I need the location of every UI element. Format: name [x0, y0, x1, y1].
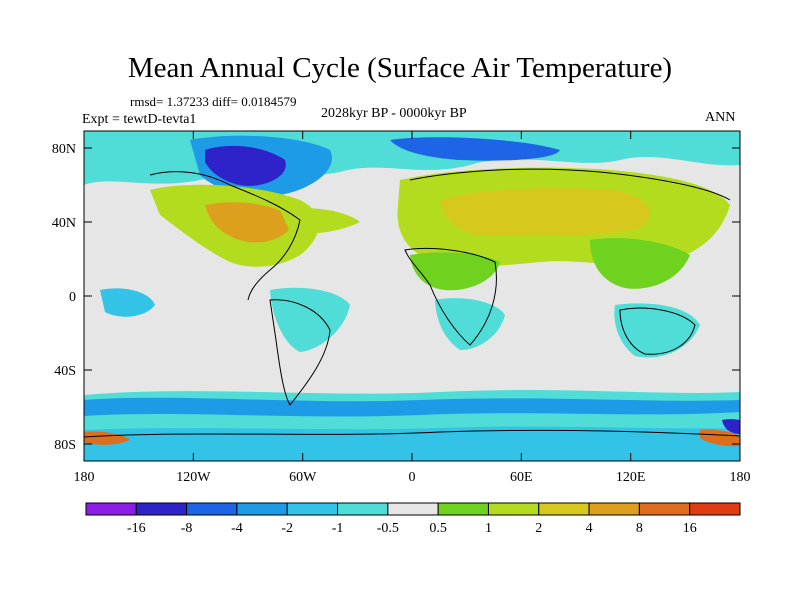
colorbar-swatch [638, 502, 691, 516]
colorbar-label: -1 [332, 521, 344, 536]
lon-tick-label: 0 [409, 470, 416, 485]
antarctica-mixed [84, 426, 740, 461]
eurasia-core [440, 188, 650, 237]
pacific-cool [100, 288, 155, 317]
antarctica-cold-east [722, 419, 740, 434]
coastlines [84, 168, 740, 438]
temperature-field [84, 131, 740, 461]
lon-tick-label: 180 [74, 470, 95, 485]
south-africa-cool [435, 298, 505, 350]
colorbar-swatch [186, 502, 238, 516]
colorbar-swatch [689, 502, 741, 516]
asia-green [590, 238, 690, 289]
colorbar-label: -2 [281, 521, 293, 536]
antarctica-warm-east [700, 429, 740, 447]
colorbar-swatch [236, 502, 288, 516]
lat-tick-label: 40S [54, 364, 76, 379]
africa-green [410, 252, 500, 291]
colorbar-swatch [135, 502, 188, 516]
lon-tick-label: 60W [289, 470, 317, 485]
lon-tick-label: 180 [730, 470, 751, 485]
colorbar-swatch [85, 502, 137, 516]
australia-cool [614, 303, 700, 358]
colorbar-label: -16 [127, 521, 146, 536]
colorbar-swatch [337, 502, 389, 516]
lat-tick-label: 80N [52, 142, 76, 157]
stats-text: rmsd= 1.37233 diff= 0.0184579 [130, 94, 297, 109]
colorbar-label: -4 [231, 521, 243, 536]
colorbar-swatch [387, 502, 439, 516]
colorbar-label: 2 [535, 521, 542, 536]
map-title: Mean Annual Cycle (Surface Air Temperatu… [127, 52, 673, 84]
colorbar: -16 -8 -4 -2 -1 -0.5 0.5 1 2 4 8 16 [85, 502, 741, 536]
lat-tick-label: 40N [52, 216, 76, 231]
lon-tick-label: 60E [510, 470, 533, 485]
colorbar-label: -8 [181, 521, 193, 536]
colorbar-label: 8 [636, 521, 643, 536]
south-america-cool [270, 287, 350, 352]
lon-tick-label: 120W [176, 470, 211, 485]
colorbar-swatch [538, 502, 590, 516]
antarctica-warm-west [84, 431, 130, 445]
latitude-axis: 80N 40N 0 40S 80S [52, 142, 740, 453]
north-america-core [205, 202, 295, 243]
colorbar-label: 1 [485, 521, 492, 536]
colorbar-swatch [286, 502, 339, 516]
longitude-axis: 180 120W 60W 0 60E 120E 180 [74, 131, 751, 485]
lat-tick-label: 0 [69, 290, 76, 305]
colorbar-label: 4 [586, 521, 593, 536]
southern-ocean-cold [84, 397, 740, 417]
period-text: 2028kyr BP - 0000kyr BP [321, 106, 467, 121]
colorbar-label: 0.5 [429, 521, 447, 536]
arctic-east-cold [390, 137, 560, 161]
lat-tick-label: 80S [54, 438, 76, 453]
atlantic-warm [280, 208, 360, 234]
colorbar-swatch [437, 502, 489, 516]
lon-tick-label: 120E [616, 470, 646, 485]
colorbar-label: 16 [683, 521, 697, 536]
colorbar-swatch [588, 502, 640, 516]
greenland-cold [205, 145, 286, 186]
colorbar-label: -0.5 [377, 521, 399, 536]
season-label: ANN [705, 110, 736, 125]
colorbar-swatch [487, 502, 540, 516]
experiment-label: Expt = tewtD-tevta1 [82, 112, 197, 127]
